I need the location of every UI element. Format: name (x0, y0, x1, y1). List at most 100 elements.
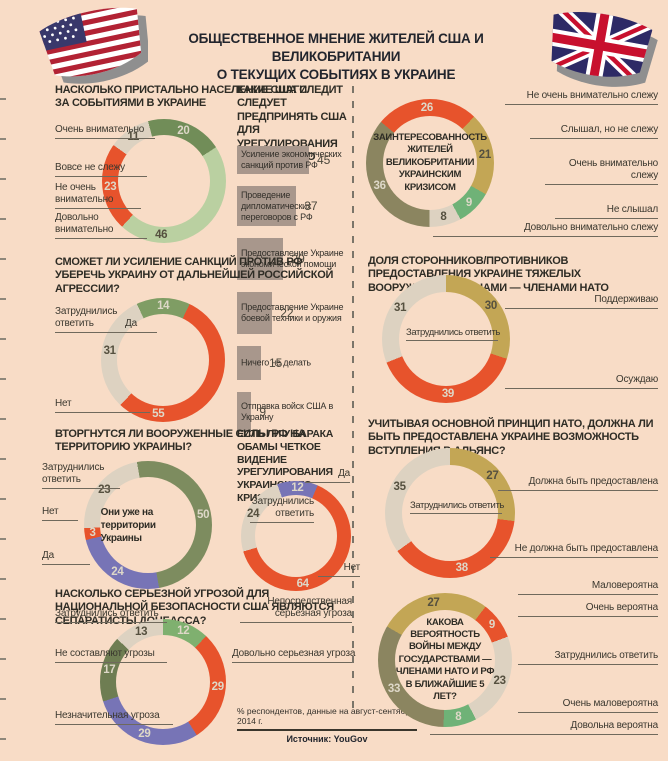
label-minor-threat: Незначительная угроза (55, 710, 173, 725)
label-fairly-closely: Довольно внимательно слежу (433, 222, 658, 237)
bar (237, 346, 261, 380)
bar-label: Предоставление Украине боевой техники и … (241, 302, 344, 323)
segment-value: 33 (387, 682, 401, 695)
label-direct-serious-threat: Непосредственная серьезная угроза (240, 596, 352, 623)
segment-value: 23 (98, 484, 111, 497)
segment-value: 35 (393, 481, 407, 494)
segment-value: 23 (104, 180, 117, 193)
label-undecided: Затруднились ответить (410, 500, 504, 515)
donut-us-attention: 20 46 23 11 (102, 119, 226, 243)
segment-value: 46 (155, 228, 168, 241)
segment-value: 12 (177, 624, 190, 637)
bar (237, 292, 273, 334)
bar-label: Ничего не делать (241, 357, 311, 368)
label-no: Нет (318, 562, 360, 577)
edge-tick-marks (0, 98, 6, 742)
segment-value: 31 (393, 301, 407, 314)
segment-value: 17 (103, 664, 116, 676)
chart-title-us-attention: НАСКОЛЬКО ПРИСТАЛЬНО НАСЕЛЕНИЕ США СЛЕДИ… (55, 84, 343, 110)
segment-value: 13 (135, 625, 148, 638)
chart-title-us-invasion: ВТОРГНУТСЯ ЛИ ВООРУЖЕННЫЕ СИЛЫ РФ НА ТЕР… (55, 428, 306, 454)
donut-hole (100, 477, 196, 573)
segment-value: 9 (465, 196, 473, 209)
bar-value: 15 (269, 356, 283, 370)
bar-value: 22 (280, 306, 294, 320)
bar-value: 37 (304, 199, 318, 213)
segment-value: 27 (486, 469, 499, 482)
label-not-very-closely: Не очень внимательно слежу (505, 90, 658, 105)
section-divider (352, 86, 354, 712)
segment-value: 12 (291, 482, 304, 495)
donut-hole (255, 495, 337, 577)
label-very-likely: Очень вероятна (518, 602, 658, 617)
donut-center-label: КАКОВА ВЕРОЯТНОСТЬ ВОЙНЫ МЕЖДУ ГОСУДАРСТ… (395, 616, 495, 702)
us-flag-icon (32, 1, 150, 91)
segment-value: 21 (478, 148, 492, 161)
segment-value: 14 (157, 300, 170, 312)
bar-row: Предоставление Украине боевой техники и … (237, 292, 357, 334)
label-should-not-be-granted: Не должна быть предоставлена (490, 543, 658, 558)
segment-value: 55 (152, 407, 165, 420)
segment-value: 23 (493, 674, 507, 687)
label-very-closely: Очень внимательно (55, 124, 155, 139)
bar-row: Ничего не делать 15 (237, 346, 357, 380)
segment-value: 3 (89, 526, 96, 539)
chart-title-uk-nato: УЧИТЫВАЯ ОСНОВНОЙ ПРИНЦИП НАТО, ДОЛЖНА Л… (368, 418, 654, 457)
bar-value: 45 (317, 153, 331, 167)
segment-value: 8 (440, 210, 447, 223)
segment-value: 29 (211, 681, 225, 694)
donut-hole (402, 465, 498, 561)
donut-hole (118, 135, 210, 227)
segment-value: 8 (455, 710, 462, 723)
label-yes: Да (305, 468, 350, 483)
segment-value: 30 (484, 300, 498, 313)
bar (237, 238, 284, 280)
donut-us-separatists: 12 29 29 17 13 (100, 619, 226, 745)
label-support: Поддерживаю (505, 294, 658, 309)
donut-uk-nato: 27 38 35 (385, 448, 515, 578)
footer-source: Источник: YouGov (286, 734, 368, 744)
bar-row: Предоставление Украине экономической пом… (237, 238, 357, 280)
label-not-following: Вовсе не слежу (55, 162, 147, 177)
donut-center-label: Они уже на территории Украины (100, 506, 156, 544)
donut-hole (399, 292, 493, 386)
label-undecided: Затруднились ответить (250, 496, 314, 523)
donut-uk-war: КАКОВА ВЕРОЯТНОСТЬ ВОЙНЫ МЕЖДУ ГОСУДАРСТ… (378, 593, 512, 727)
segment-value: 64 (296, 577, 310, 590)
segment-value: 36 (373, 180, 387, 193)
label-should-be-granted: Должна быть предоставлена (498, 476, 658, 491)
label-fairly-closely: Довольно внимательно (55, 212, 147, 239)
segment-value: 11 (127, 130, 139, 143)
label-not-heard: Не слышал (555, 204, 658, 219)
label-undecided: Затруднились ответить (518, 650, 658, 665)
bar (237, 146, 309, 174)
bar-row: Усиление экономических санкций против РФ… (237, 146, 357, 174)
chart-title-us-separatists: НАСКОЛЬКО СЕРЬЕЗНОЙ УГРОЗОЙ ДЛЯ НАЦИОНАЛ… (55, 588, 334, 627)
donut-us-invasion: Они уже на территории Украины 50 24 3 23 (84, 461, 212, 589)
footer-rule (237, 729, 417, 731)
donut-us-obama: 12 64 24 (241, 481, 351, 591)
donut-uk-weapons: 30 39 31 (382, 275, 510, 403)
donut-us-sanctions: 14 55 31 (101, 298, 225, 422)
donut-hole (116, 635, 210, 729)
segment-value: 9 (488, 619, 496, 632)
page-title-line1: ОБЩЕСТВЕННОЕ МНЕНИЕ ЖИТЕЛЕЙ США И ВЕЛИКО… (188, 31, 484, 65)
label-no: Нет (55, 398, 150, 413)
donut-hole (117, 314, 209, 406)
bar-label: Усиление экономических санкций против РФ (241, 149, 342, 170)
label-no: Нет (42, 506, 78, 521)
segment-value: 26 (420, 101, 434, 114)
label-fairly-serious-threat: Довольно серьезная угроза (232, 648, 355, 663)
segment-value: 24 (247, 508, 260, 521)
label-unlikely: Маловероятна (518, 580, 658, 595)
label-very-closely: Очень внимательно слежу (545, 158, 658, 185)
bar-row: Проведение дипломатических переговоров с… (237, 186, 357, 226)
bar-chart-us-steps: Усиление экономических санкций против РФ… (237, 146, 357, 444)
donut-center-label: ЗАИНТЕРЕСОВАННОСТЬ ЖИТЕЛЕЙ ВЕЛИКОБРИТАНИ… (373, 132, 487, 193)
bar (237, 392, 252, 432)
label-yes: Да (42, 550, 90, 565)
bar (237, 186, 297, 226)
label-yes: Да (125, 318, 157, 333)
bar-row: Отправка войск США в Украину 9 (237, 392, 357, 432)
